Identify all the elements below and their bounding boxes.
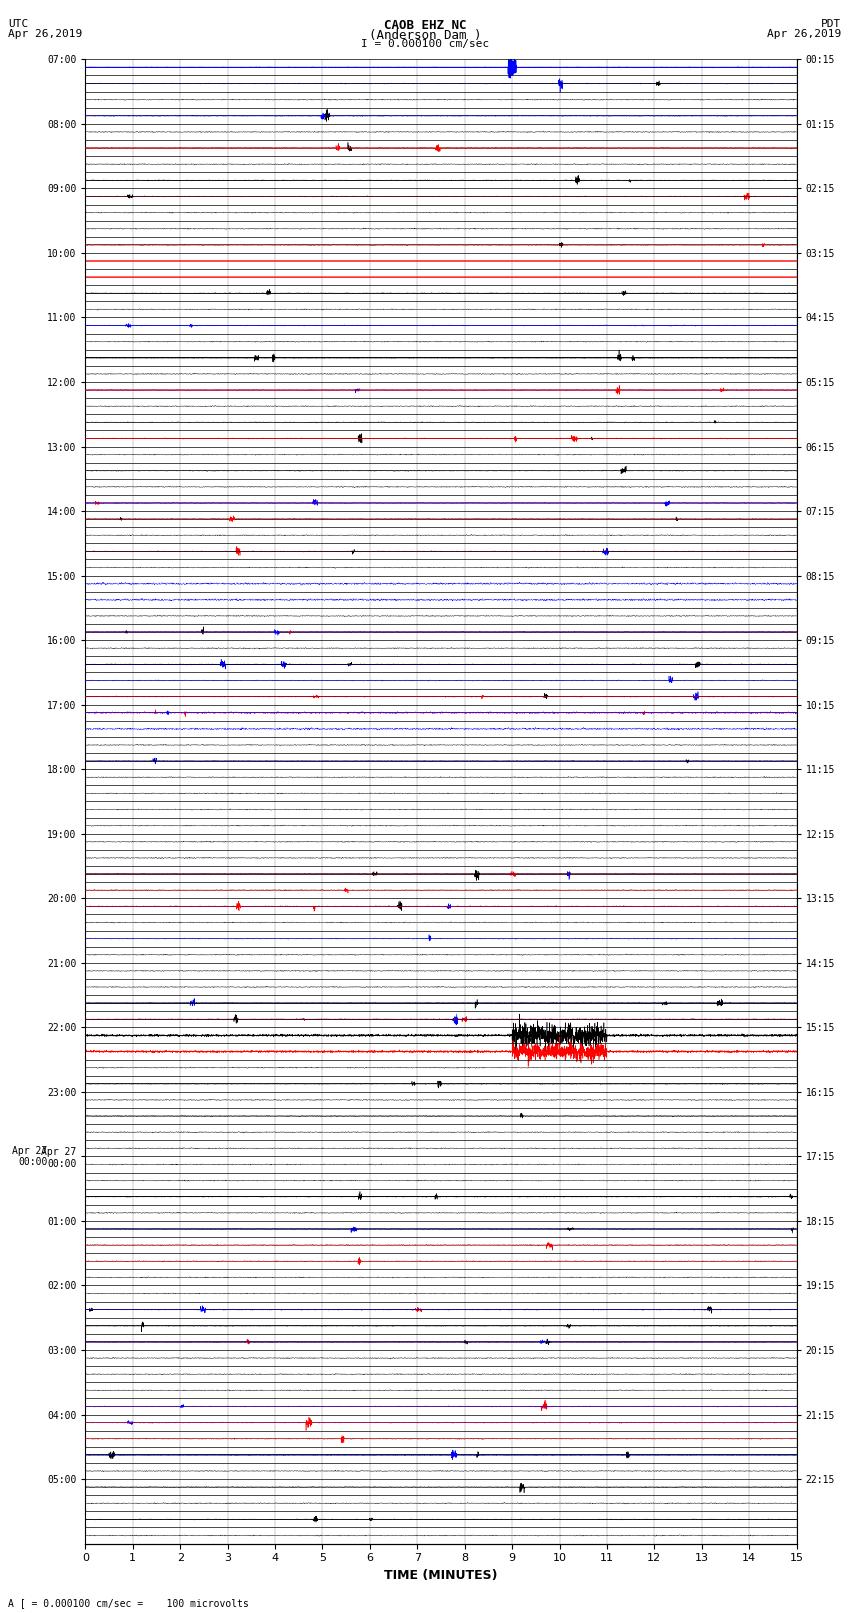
- Text: I = 0.000100 cm/sec: I = 0.000100 cm/sec: [361, 39, 489, 48]
- X-axis label: TIME (MINUTES): TIME (MINUTES): [384, 1569, 498, 1582]
- Text: Apr 27
00:00: Apr 27 00:00: [12, 1145, 48, 1168]
- Text: UTC: UTC: [8, 19, 29, 29]
- Text: (Anderson Dam ): (Anderson Dam ): [369, 29, 481, 42]
- Text: A [ = 0.000100 cm/sec =    100 microvolts: A [ = 0.000100 cm/sec = 100 microvolts: [8, 1598, 249, 1608]
- Text: Apr 26,2019: Apr 26,2019: [8, 29, 82, 39]
- Text: Apr 26,2019: Apr 26,2019: [768, 29, 842, 39]
- Text: CAOB EHZ NC: CAOB EHZ NC: [383, 19, 467, 32]
- Text: PDT: PDT: [821, 19, 842, 29]
